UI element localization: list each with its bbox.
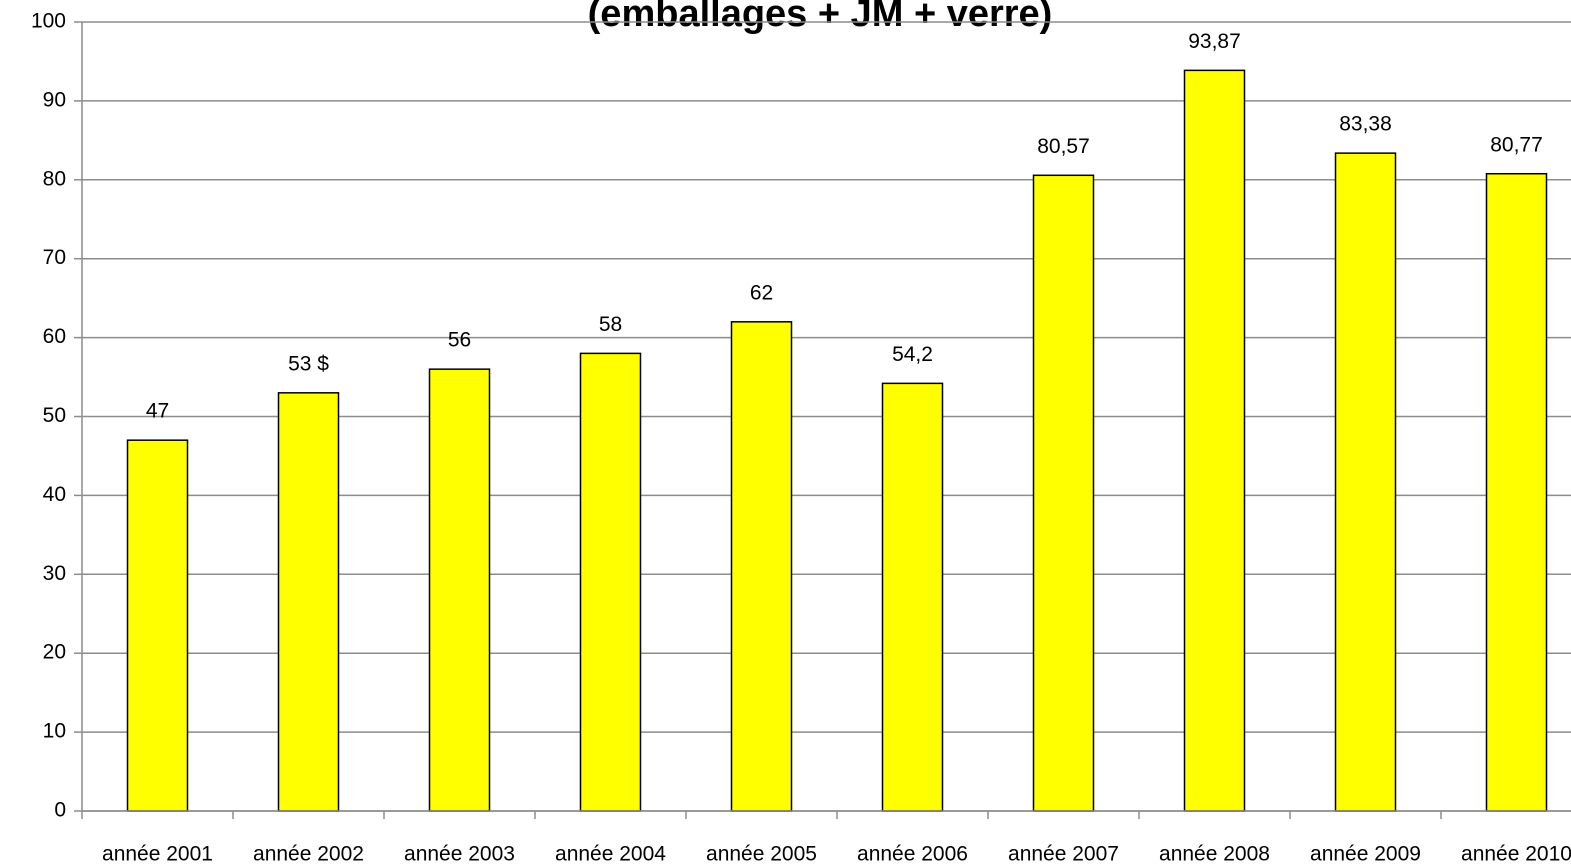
bar — [428, 368, 491, 812]
data-label: 62 — [750, 281, 773, 304]
bar — [730, 321, 793, 812]
y-tick-label: 50 — [43, 404, 66, 427]
x-tick-label: année 2001 — [102, 843, 213, 866]
y-tick-label: 30 — [43, 562, 66, 585]
x-tick-label: année 2010 — [1461, 843, 1571, 866]
y-tick-label: 70 — [43, 246, 66, 269]
bar — [1032, 174, 1095, 812]
data-label: 83,38 — [1339, 113, 1392, 136]
y-tick-label: 100 — [31, 10, 66, 33]
bar — [579, 352, 642, 812]
y-tick-label: 20 — [43, 641, 66, 664]
data-label: 80,57 — [1037, 135, 1090, 158]
y-tick-label: 90 — [43, 88, 66, 111]
chart-title: (emballages + JM + verre) — [588, 0, 1053, 35]
y-tick-label: 40 — [43, 483, 66, 506]
data-label: 53 $ — [288, 352, 329, 375]
x-tick-label: année 2004 — [555, 843, 666, 866]
y-tick-label: 0 — [54, 799, 66, 822]
data-label: 93,87 — [1188, 30, 1241, 53]
bar — [126, 439, 189, 812]
x-tick-label: année 2009 — [1310, 843, 1421, 866]
bar — [1485, 172, 1548, 812]
x-tick-label: année 2007 — [1008, 843, 1119, 866]
bar — [881, 382, 944, 812]
data-label: 56 — [448, 329, 471, 352]
bar — [1183, 69, 1246, 812]
bar — [1334, 152, 1397, 812]
x-tick-label: année 2003 — [404, 843, 515, 866]
bar — [277, 392, 340, 812]
x-tick-label: année 2008 — [1159, 843, 1270, 866]
data-label: 47 — [146, 400, 169, 423]
data-label: 80,77 — [1490, 133, 1543, 156]
y-tick-label: 60 — [43, 325, 66, 348]
y-tick-label: 80 — [43, 167, 66, 190]
x-tick-label: année 2005 — [706, 843, 817, 866]
x-tick-label: année 2002 — [253, 843, 364, 866]
y-tick-label: 10 — [43, 720, 66, 743]
x-tick-label: année 2006 — [857, 843, 968, 866]
data-label: 54,2 — [892, 343, 933, 366]
data-label: 58 — [599, 313, 622, 336]
